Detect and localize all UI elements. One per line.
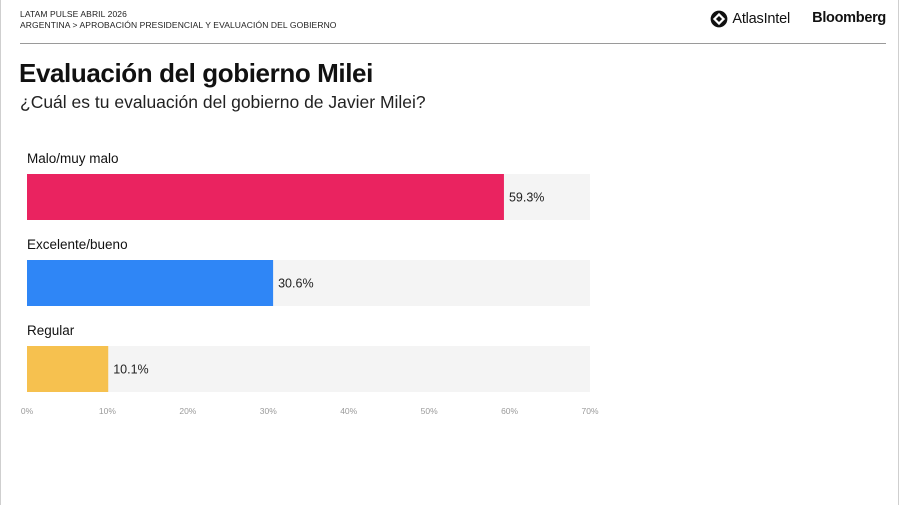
atlasintel-mark-icon bbox=[710, 10, 728, 28]
breadcrumb-report: LATAM PULSE ABRIL 2026 bbox=[20, 9, 127, 19]
chart-subtitle: ¿Cuál es tu evaluación del gobierno de J… bbox=[20, 92, 426, 112]
bar bbox=[27, 346, 109, 392]
atlasintel-logo: AtlasIntel bbox=[710, 9, 790, 29]
value-label: 59.3% bbox=[509, 191, 544, 205]
value-label: 10.1% bbox=[113, 363, 148, 377]
category-label: Malo/muy malo bbox=[27, 151, 119, 166]
bloomberg-logo: Bloomberg bbox=[812, 10, 886, 26]
x-tick-label: 70% bbox=[581, 406, 598, 416]
breadcrumb: LATAM PULSE ABRIL 2026 ARGENTINA > APROB… bbox=[20, 9, 337, 31]
x-tick-label: 30% bbox=[260, 406, 277, 416]
category-label: Excelente/bueno bbox=[27, 237, 128, 252]
x-tick-label: 60% bbox=[501, 406, 518, 416]
bar-track bbox=[27, 346, 590, 392]
category-label: Regular bbox=[27, 323, 75, 338]
breadcrumb-section: ARGENTINA > APROBACIÓN PRESIDENCIAL Y EV… bbox=[20, 20, 337, 30]
bar bbox=[27, 174, 504, 220]
x-tick-label: 50% bbox=[421, 406, 438, 416]
value-label: 30.6% bbox=[278, 277, 313, 291]
x-tick-label: 10% bbox=[99, 406, 116, 416]
header: LATAM PULSE ABRIL 2026 ARGENTINA > APROB… bbox=[20, 9, 886, 44]
atlasintel-wordmark: AtlasIntel bbox=[732, 11, 790, 27]
chart-title: Evaluación del gobierno Milei bbox=[19, 58, 373, 88]
bar bbox=[27, 260, 274, 306]
x-tick-label: 0% bbox=[21, 406, 34, 416]
x-tick-label: 40% bbox=[340, 406, 357, 416]
x-tick-label: 20% bbox=[179, 406, 196, 416]
